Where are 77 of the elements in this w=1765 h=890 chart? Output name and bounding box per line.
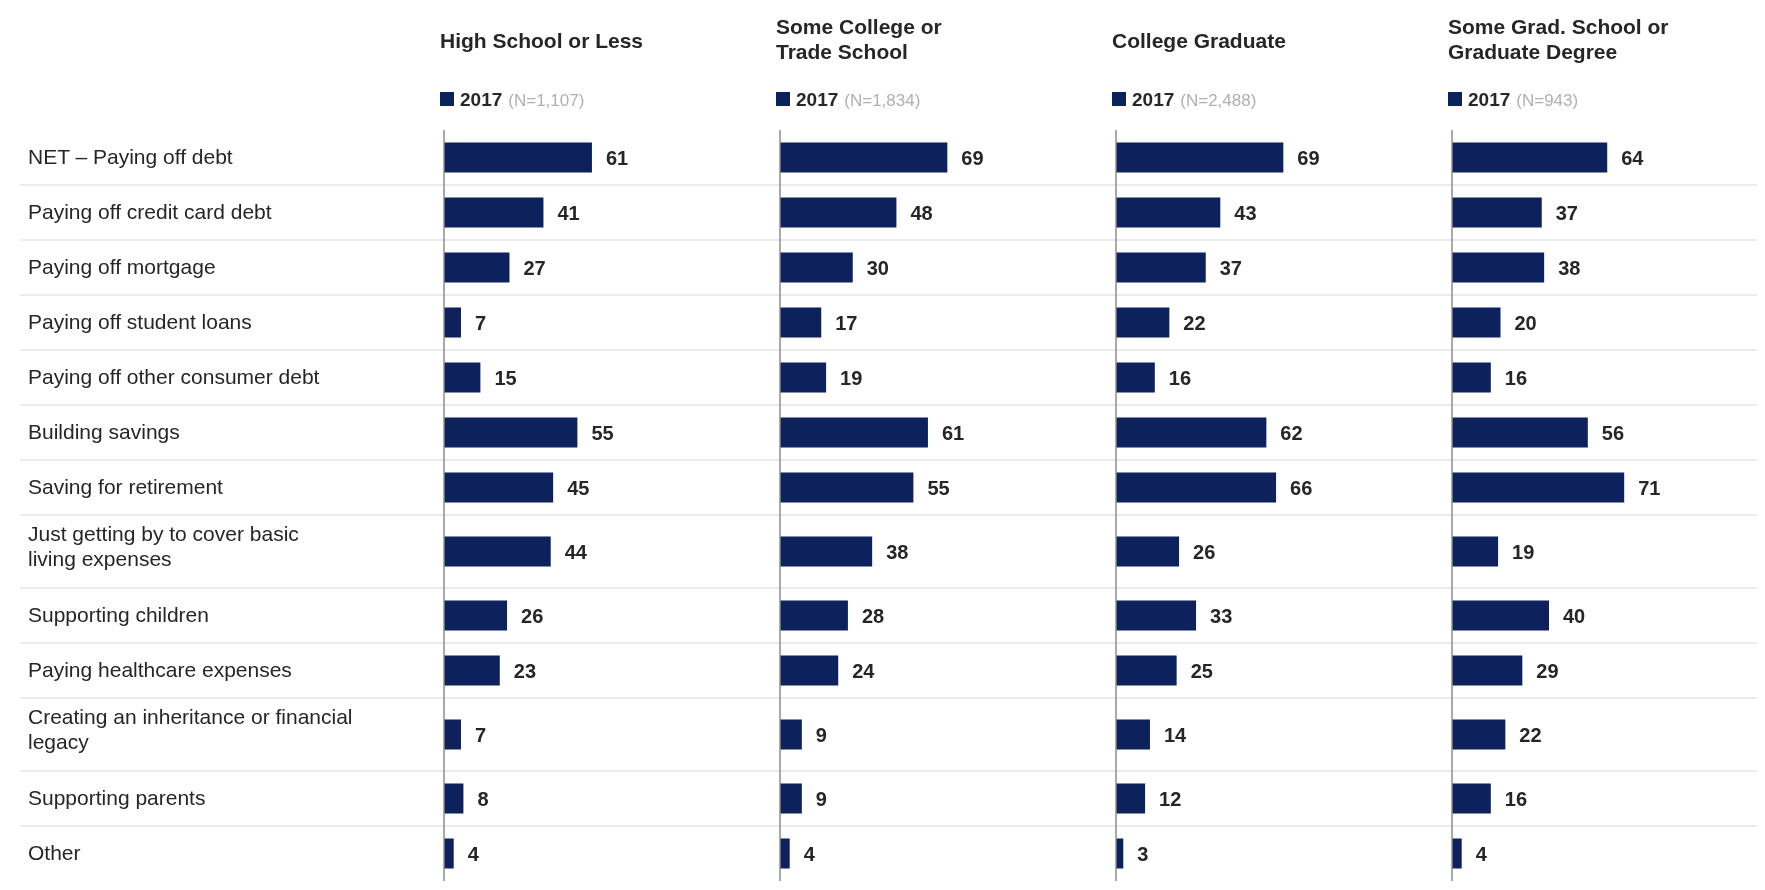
data-label: 17 xyxy=(835,311,858,334)
y-tick-label: Supporting parents xyxy=(28,786,206,809)
data-label: 37 xyxy=(1219,256,1242,279)
data-label: 37 xyxy=(1555,201,1578,224)
chart-title: High School or Less xyxy=(440,29,644,52)
y-tick-label: Other xyxy=(28,841,81,864)
data-label: 44 xyxy=(564,540,588,563)
data-label: 7 xyxy=(474,723,487,746)
data-label: 64 xyxy=(1621,146,1645,169)
y-tick-label: Supporting children xyxy=(28,603,209,626)
data-label: 28 xyxy=(861,604,885,627)
data-label: 25 xyxy=(1190,659,1213,682)
data-label: 9 xyxy=(815,723,827,746)
data-label: 16 xyxy=(1168,366,1192,389)
data-label: 48 xyxy=(910,201,933,224)
data-label: 69 xyxy=(961,146,984,169)
text: (N=2,488) xyxy=(1180,91,1257,110)
legend-label: 2017 xyxy=(1132,89,1175,110)
data-label: 55 xyxy=(927,476,950,499)
y-tick-label: Paying off other consumer debt xyxy=(28,365,320,388)
legend-label: 2017 xyxy=(796,89,839,110)
legend-label: 2017 xyxy=(460,89,503,110)
data-label: 26 xyxy=(521,604,544,627)
data-label: 3 xyxy=(1137,842,1149,865)
data-label: 4 xyxy=(803,842,816,865)
data-label: 19 xyxy=(840,366,863,389)
data-label: 55 xyxy=(591,421,614,444)
data-label: 4 xyxy=(467,842,480,865)
y-tick-label: Saving for retirement xyxy=(28,475,224,498)
data-label: 33 xyxy=(1210,604,1233,627)
data-label: 71 xyxy=(1638,476,1661,499)
data-label: 8 xyxy=(477,787,489,810)
y-tick-label: Just getting by to cover basic living expenses xyxy=(28,522,299,570)
y-tick-label: NET – Paying off debt xyxy=(28,145,233,168)
chart-title: College Graduate xyxy=(1112,29,1286,52)
data-label: 69 xyxy=(1297,146,1320,169)
data-label: 61 xyxy=(605,146,629,169)
data-label: 62 xyxy=(1280,421,1303,444)
y-tick-label: Building savings xyxy=(28,420,180,443)
data-label: 22 xyxy=(1183,311,1206,334)
text: (N=1,834) xyxy=(844,91,921,110)
data-label: 66 xyxy=(1290,476,1313,499)
data-label: 43 xyxy=(1234,201,1257,224)
data-label: 23 xyxy=(513,659,537,682)
data-label: 4 xyxy=(1475,842,1488,865)
data-label: 61 xyxy=(941,421,965,444)
data-label: 14 xyxy=(1163,723,1188,746)
data-label: 7 xyxy=(474,311,487,334)
y-tick-label: Paying healthcare expenses xyxy=(28,658,292,681)
y-tick-label: Paying off mortgage xyxy=(28,255,216,278)
text: (N=1,107) xyxy=(508,91,585,110)
data-label: 29 xyxy=(1536,659,1559,682)
legend-label: 2017 xyxy=(1468,89,1511,110)
data-label: 20 xyxy=(1514,311,1537,334)
data-label: 40 xyxy=(1563,604,1586,627)
data-label: 45 xyxy=(567,476,590,499)
y-tick-label: Paying off student loans xyxy=(28,310,252,333)
data-label: 41 xyxy=(557,201,580,224)
data-label: 19 xyxy=(1512,540,1535,563)
data-label: 9 xyxy=(815,787,827,810)
data-label: 12 xyxy=(1159,787,1182,810)
y-tick-label: Creating an inheritance or financial legacy xyxy=(28,705,353,753)
data-label: 38 xyxy=(1558,256,1581,279)
y-tick-label: Paying off credit card debt xyxy=(28,200,272,223)
data-label: 22 xyxy=(1519,723,1542,746)
data-label: 38 xyxy=(886,540,909,563)
text: (N=943) xyxy=(1516,91,1579,110)
data-label: 56 xyxy=(1601,421,1625,444)
data-label: 16 xyxy=(1504,366,1528,389)
data-label: 16 xyxy=(1504,787,1528,810)
chart-title: Some College or Trade School xyxy=(776,15,942,63)
chart-title: Some Grad. School or Graduate Degree xyxy=(1448,15,1669,63)
data-label: 15 xyxy=(494,366,517,389)
data-label: 24 xyxy=(852,659,876,682)
data-label: 26 xyxy=(1193,540,1216,563)
data-label: 30 xyxy=(866,256,890,279)
data-label: 27 xyxy=(523,256,546,279)
